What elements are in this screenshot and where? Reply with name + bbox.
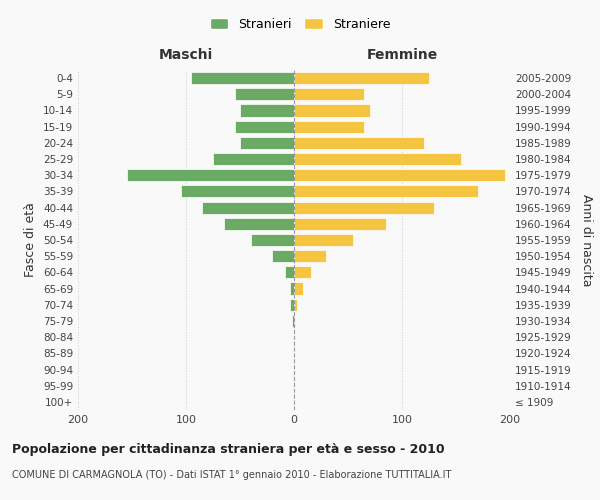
Bar xyxy=(240,137,294,149)
Bar xyxy=(292,315,294,327)
Bar xyxy=(213,153,294,165)
Text: COMUNE DI CARMAGNOLA (TO) - Dati ISTAT 1° gennaio 2010 - Elaborazione TUTTITALIA: COMUNE DI CARMAGNOLA (TO) - Dati ISTAT 1… xyxy=(12,470,451,480)
Bar xyxy=(294,298,297,311)
Bar xyxy=(294,104,370,117)
Bar xyxy=(251,234,294,246)
Bar xyxy=(294,169,505,181)
Bar xyxy=(294,120,364,132)
Bar xyxy=(294,315,295,327)
Bar xyxy=(294,88,364,101)
Bar xyxy=(290,282,294,294)
Y-axis label: Anni di nascita: Anni di nascita xyxy=(580,194,593,286)
Text: Femmine: Femmine xyxy=(367,48,437,62)
Bar xyxy=(272,250,294,262)
Y-axis label: Fasce di età: Fasce di età xyxy=(25,202,37,278)
Bar xyxy=(294,266,311,278)
Bar xyxy=(294,282,302,294)
Bar xyxy=(235,88,294,101)
Bar xyxy=(294,218,386,230)
Bar xyxy=(294,137,424,149)
Text: Maschi: Maschi xyxy=(159,48,213,62)
Bar xyxy=(286,266,294,278)
Bar xyxy=(294,250,326,262)
Bar xyxy=(202,202,294,213)
Bar xyxy=(294,234,353,246)
Bar xyxy=(224,218,294,230)
Bar xyxy=(235,120,294,132)
Bar xyxy=(181,186,294,198)
Bar xyxy=(294,72,429,84)
Bar xyxy=(290,298,294,311)
Bar xyxy=(127,169,294,181)
Bar xyxy=(240,104,294,117)
Bar xyxy=(191,72,294,84)
Bar xyxy=(294,202,434,213)
Text: Popolazione per cittadinanza straniera per età e sesso - 2010: Popolazione per cittadinanza straniera p… xyxy=(12,442,445,456)
Bar xyxy=(294,186,478,198)
Bar xyxy=(294,153,461,165)
Legend: Stranieri, Straniere: Stranieri, Straniere xyxy=(206,14,394,34)
